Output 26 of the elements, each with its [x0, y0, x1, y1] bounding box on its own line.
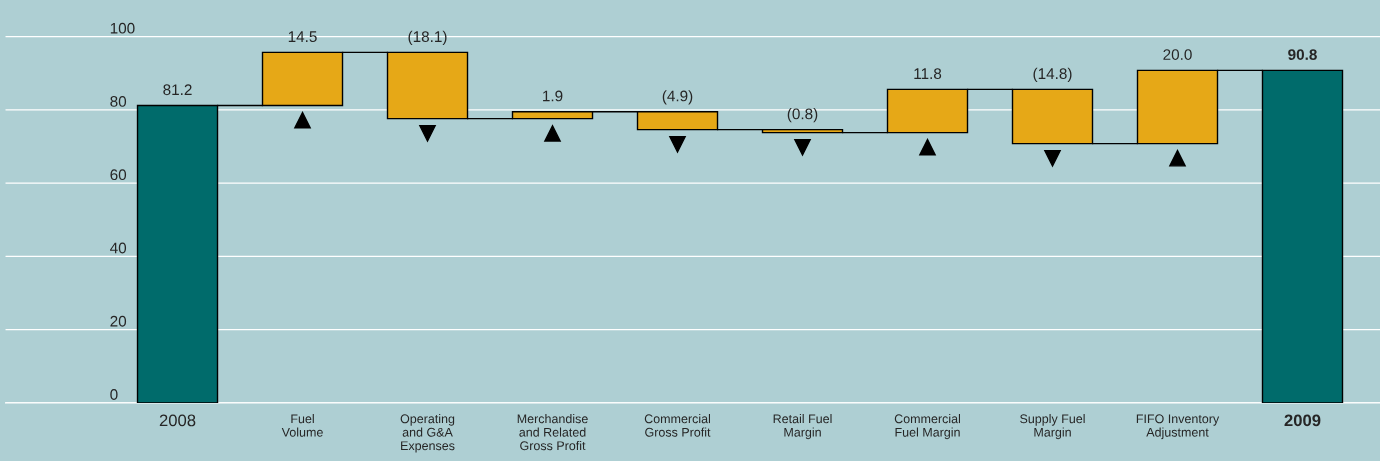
data-label: (0.8) [787, 108, 818, 123]
y-tick-label: 100 [110, 22, 135, 34]
x-tick-label: Supply Fuel Margin [1020, 414, 1085, 440]
x-tick-label: Fuel Volume [281, 414, 323, 437]
x-tick-label: Merchandise and Related Gross Profit [517, 414, 588, 451]
y-tick-label: 20 [110, 315, 127, 327]
data-label: (4.9) [662, 90, 693, 105]
x-tick-label: FIFO Inventory Adjustment [1136, 414, 1220, 440]
y-tick-label: 80 [110, 96, 127, 107]
x-tick-label: Commercial Gross Profit [644, 414, 711, 437]
data-label: 11.8 [914, 68, 942, 80]
x-tick-label: 2008 [159, 414, 196, 427]
x-tick-label: Retail Fuel Margin [773, 414, 832, 440]
x-tick-label: Operating and G&A Expenses [400, 414, 455, 453]
data-label: 90.8 [1288, 49, 1317, 60]
data-label: 20.0 [1163, 49, 1192, 60]
x-tick-label: Commercial Fuel Margin [894, 414, 961, 440]
data-label: 14.5 [288, 31, 317, 43]
y-tick-label: 40 [110, 242, 127, 254]
data-label: 1.9 [543, 90, 563, 102]
x-tick-label: 2009 [1284, 414, 1321, 427]
data-label: (14.8) [1033, 67, 1072, 83]
data-label: 81.2 [163, 84, 192, 96]
y-tick-label: 60 [110, 169, 127, 181]
y-tick-label: 0 [110, 389, 118, 400]
data-label: (18.1) [408, 30, 447, 46]
